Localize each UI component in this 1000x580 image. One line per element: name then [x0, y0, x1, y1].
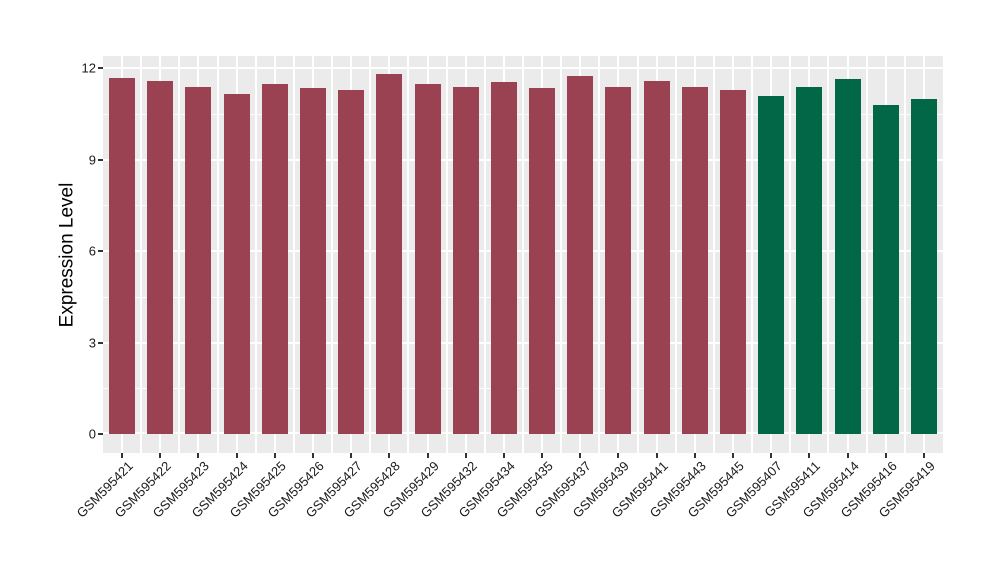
y-axis-tick — [98, 158, 103, 161]
x-axis-tick — [732, 453, 734, 458]
gridline-vertical-minor — [865, 56, 868, 453]
x-axis-tick — [350, 453, 353, 458]
gridline-horizontal-minor — [103, 296, 943, 298]
gridline-horizontal-major — [103, 250, 943, 253]
bar-GSM595443 — [681, 86, 708, 434]
x-axis-tick — [770, 453, 773, 458]
gridline-horizontal-minor — [103, 205, 943, 207]
gridline-vertical-minor — [789, 56, 792, 453]
bar-GSM595445 — [720, 89, 746, 434]
y-axis-tick — [98, 67, 103, 70]
gridline-vertical-minor — [636, 56, 639, 453]
plot-panel — [103, 56, 943, 453]
bar-GSM595428 — [376, 74, 403, 434]
x-axis-tick — [884, 453, 887, 458]
bar-GSM595437 — [567, 75, 594, 434]
gridline-vertical-minor — [254, 56, 257, 453]
gridline-vertical-minor — [598, 56, 601, 453]
bar-GSM595434 — [490, 82, 517, 434]
gridline-vertical-minor — [369, 56, 372, 453]
gridline-vertical-minor — [674, 56, 677, 453]
gridline-vertical-minor — [522, 56, 524, 453]
x-axis-tick — [388, 453, 391, 458]
bar-GSM595427 — [338, 89, 365, 434]
gridline-horizontal-major — [103, 67, 943, 70]
gridline-vertical-minor — [140, 56, 143, 453]
x-axis-tick — [808, 453, 811, 458]
gridline-vertical-minor — [178, 56, 181, 453]
gridline-vertical-minor — [903, 56, 906, 453]
gridline-horizontal-minor — [103, 388, 943, 390]
y-axis-tick-label: 9 — [88, 152, 96, 168]
bar-GSM595423 — [185, 86, 212, 434]
bar-GSM595407 — [758, 95, 785, 434]
x-axis-tick — [693, 453, 696, 458]
bar-GSM595416 — [872, 104, 899, 434]
bar-GSM595424 — [223, 94, 250, 434]
bar-GSM595435 — [529, 88, 556, 434]
y-axis-tick-label: 12 — [81, 60, 96, 76]
gridline-vertical-minor — [407, 56, 410, 453]
gridline-vertical-minor — [445, 56, 448, 453]
y-axis-tick — [98, 433, 103, 435]
x-axis-tick — [579, 453, 582, 458]
x-axis-tick — [426, 453, 429, 458]
bar-GSM595419 — [910, 98, 937, 434]
x-axis-tick — [464, 453, 467, 458]
gridline-horizontal-major — [103, 341, 943, 344]
x-axis-tick — [502, 453, 505, 458]
x-axis-tick — [922, 453, 925, 458]
y-axis-tick-label: 3 — [88, 335, 96, 351]
x-axis-tick — [846, 453, 849, 458]
y-axis-tick — [98, 341, 103, 344]
gridline-vertical-minor — [483, 56, 486, 453]
x-axis-tick — [197, 453, 200, 458]
x-axis-tick — [617, 453, 620, 458]
gridline-vertical-minor — [827, 56, 830, 453]
x-axis-tick — [159, 453, 162, 458]
bar-GSM595421 — [109, 77, 136, 434]
bar-GSM595411 — [796, 86, 823, 434]
gridline-horizontal-minor — [103, 114, 943, 116]
gridline-vertical-minor — [331, 56, 334, 453]
bar-GSM595432 — [452, 86, 479, 434]
bar-GSM595441 — [643, 80, 670, 434]
x-axis-tick — [541, 453, 544, 458]
x-axis-tick — [121, 453, 124, 458]
x-axis-tick — [312, 453, 314, 458]
x-axis-tick — [655, 453, 658, 458]
gridline-horizontal-major — [103, 432, 943, 434]
bar-GSM595429 — [414, 83, 441, 434]
bar-GSM595426 — [300, 88, 326, 434]
bar-GSM595414 — [834, 79, 861, 434]
gridline-vertical-minor — [292, 56, 295, 453]
gridline-vertical-minor — [216, 56, 219, 453]
gridline-vertical-minor — [712, 56, 715, 453]
y-axis-tick — [98, 250, 103, 253]
gridline-horizontal-major — [103, 158, 943, 161]
x-axis-tick — [235, 453, 238, 458]
bar-GSM595425 — [261, 83, 288, 434]
gridline-vertical-minor — [751, 56, 754, 453]
y-axis-tick-label: 0 — [88, 426, 96, 442]
bar-GSM595422 — [147, 80, 174, 434]
x-axis-tick — [273, 453, 276, 458]
bar-GSM595439 — [605, 86, 632, 434]
gridline-vertical-minor — [560, 56, 563, 453]
y-axis-tick-label: 6 — [88, 243, 96, 259]
